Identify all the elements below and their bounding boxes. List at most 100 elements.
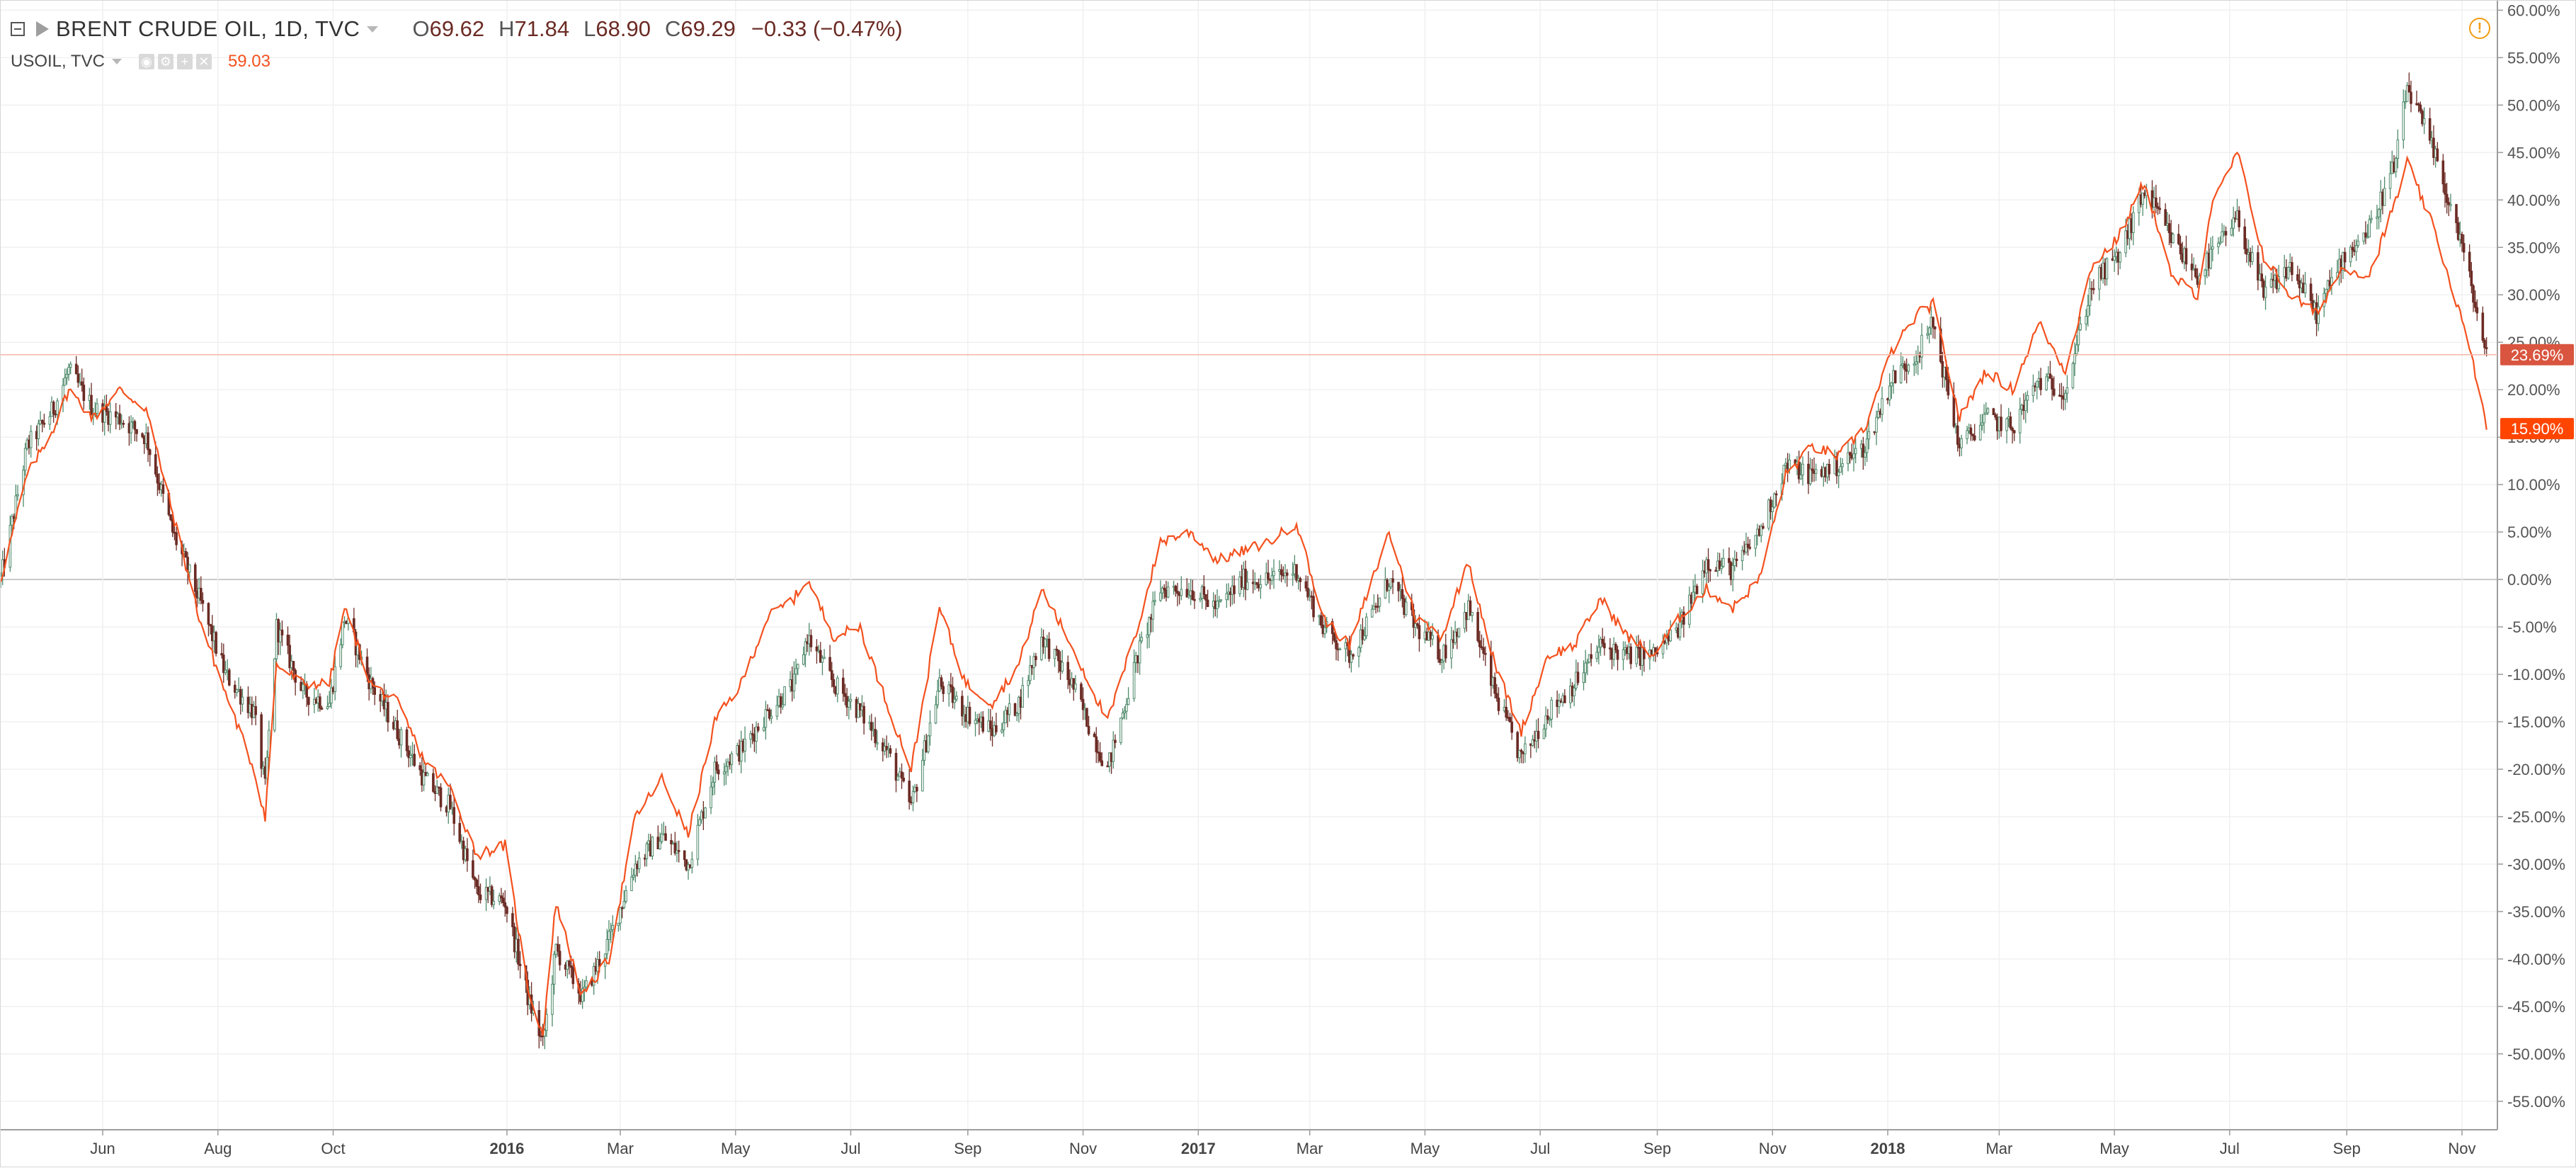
- candle-up: [1040, 628, 1043, 662]
- chevron-down-icon[interactable]: [367, 25, 379, 33]
- candle-body: [506, 907, 508, 914]
- candle-down: [1903, 361, 1906, 381]
- candle-down: [90, 382, 93, 416]
- warning-icon[interactable]: !: [2469, 18, 2490, 39]
- y-tick-label: 50.00%: [2507, 96, 2560, 114]
- candle-up: [266, 750, 268, 786]
- x-tick-label: May: [2099, 1140, 2129, 1157]
- candle-body: [1404, 601, 1408, 615]
- candle-body: [955, 696, 958, 700]
- eye-icon[interactable]: ◉: [138, 54, 154, 69]
- candle-body: [1469, 600, 1472, 616]
- candle-body: [1081, 698, 1085, 710]
- candle-down: [1748, 539, 1752, 550]
- candle-body: [1505, 706, 1508, 718]
- candle-up: [302, 679, 304, 699]
- candle-body: [1516, 732, 1519, 759]
- main-legend: BRENT CRUDE OIL, 1D, TVC O 69.62 H 71.84 L…: [11, 16, 903, 42]
- candle-down: [407, 745, 411, 768]
- candle-body: [660, 833, 663, 842]
- candle-body: [894, 752, 898, 781]
- candle-down: [147, 426, 149, 463]
- candle-body: [2218, 242, 2222, 244]
- candle-body: [2405, 85, 2409, 102]
- candle-body: [438, 786, 440, 788]
- candle-body: [1040, 636, 1043, 660]
- y-tick-label: -50.00%: [2507, 1045, 2565, 1063]
- candle-body: [1015, 713, 1019, 716]
- candle-down: [751, 723, 754, 744]
- plus-icon[interactable]: +: [176, 54, 193, 69]
- candle-body: [466, 848, 469, 861]
- candle-body: [1166, 586, 1170, 598]
- candle-body: [1978, 424, 1982, 441]
- chevron-down-icon[interactable]: [111, 59, 122, 64]
- candle-body: [1973, 435, 1976, 441]
- candle-up: [1888, 373, 1891, 407]
- candle-up: [2251, 245, 2254, 266]
- candle-down: [156, 466, 159, 497]
- candle-down: [2296, 266, 2299, 285]
- candle-body: [1927, 327, 1931, 335]
- candle-down: [900, 763, 904, 789]
- candle-up: [1199, 592, 1202, 603]
- candle-body: [2417, 103, 2420, 106]
- compare-symbol[interactable]: USOIL, TVC: [11, 52, 105, 71]
- candle-body: [804, 641, 807, 655]
- x-tick-label: 2018: [1871, 1140, 1905, 1157]
- candle-body: [1132, 662, 1136, 699]
- candle-body: [779, 696, 782, 708]
- settings-icon[interactable]: ⚙: [157, 54, 173, 69]
- candle-body: [2245, 248, 2248, 255]
- candle-up: [1983, 404, 1985, 433]
- candle-up: [796, 663, 799, 676]
- candle-body: [96, 403, 98, 414]
- candle-up: [743, 726, 746, 763]
- candle-down: [511, 907, 514, 936]
- x-tick-label: Jun: [90, 1140, 115, 1157]
- candle-body: [1161, 587, 1164, 594]
- candle-body: [511, 913, 514, 928]
- candle-down: [2444, 172, 2446, 208]
- candle-down: [2164, 203, 2167, 226]
- candle-body: [500, 895, 503, 899]
- candle-body: [947, 684, 950, 694]
- candle-body: [156, 473, 159, 484]
- candle-body: [473, 877, 477, 880]
- candle-up: [484, 878, 488, 912]
- candle-down: [1939, 317, 1942, 364]
- candle-up: [936, 679, 939, 709]
- x-tick-label: 2016: [489, 1140, 524, 1157]
- collapse-icon[interactable]: [11, 22, 25, 36]
- candle-body: [2349, 246, 2352, 263]
- candle-up: [749, 730, 752, 748]
- candle-down: [288, 635, 291, 673]
- candle-body: [690, 858, 694, 868]
- candle-up: [326, 695, 329, 710]
- close-icon[interactable]: ✕: [195, 54, 212, 69]
- candle-down: [981, 710, 984, 734]
- candle-body: [1219, 599, 1223, 601]
- symbol-title[interactable]: BRENT CRUDE OIL, 1D, TVC: [56, 16, 360, 41]
- x-tick-label: Mar: [1985, 1140, 2012, 1157]
- candle-body: [56, 400, 59, 415]
- candle-body: [645, 843, 649, 859]
- candle-up: [911, 785, 915, 812]
- y-tick-label: 45.00%: [2507, 144, 2560, 161]
- candle-body: [2177, 234, 2180, 244]
- candle-up: [224, 661, 227, 676]
- candle-body: [1163, 587, 1166, 591]
- candle-up: [435, 779, 439, 794]
- candle-body: [1363, 635, 1366, 640]
- candle-up: [783, 686, 786, 706]
- candle-body: [809, 635, 813, 647]
- candle-body: [1370, 608, 1374, 618]
- candle-up: [1219, 599, 1223, 603]
- flag-icon[interactable]: [36, 21, 49, 37]
- candle-down: [1206, 589, 1209, 608]
- candle-up: [928, 710, 932, 746]
- candle-down: [1087, 715, 1090, 737]
- candle-body: [40, 420, 44, 424]
- candle-down: [307, 696, 310, 716]
